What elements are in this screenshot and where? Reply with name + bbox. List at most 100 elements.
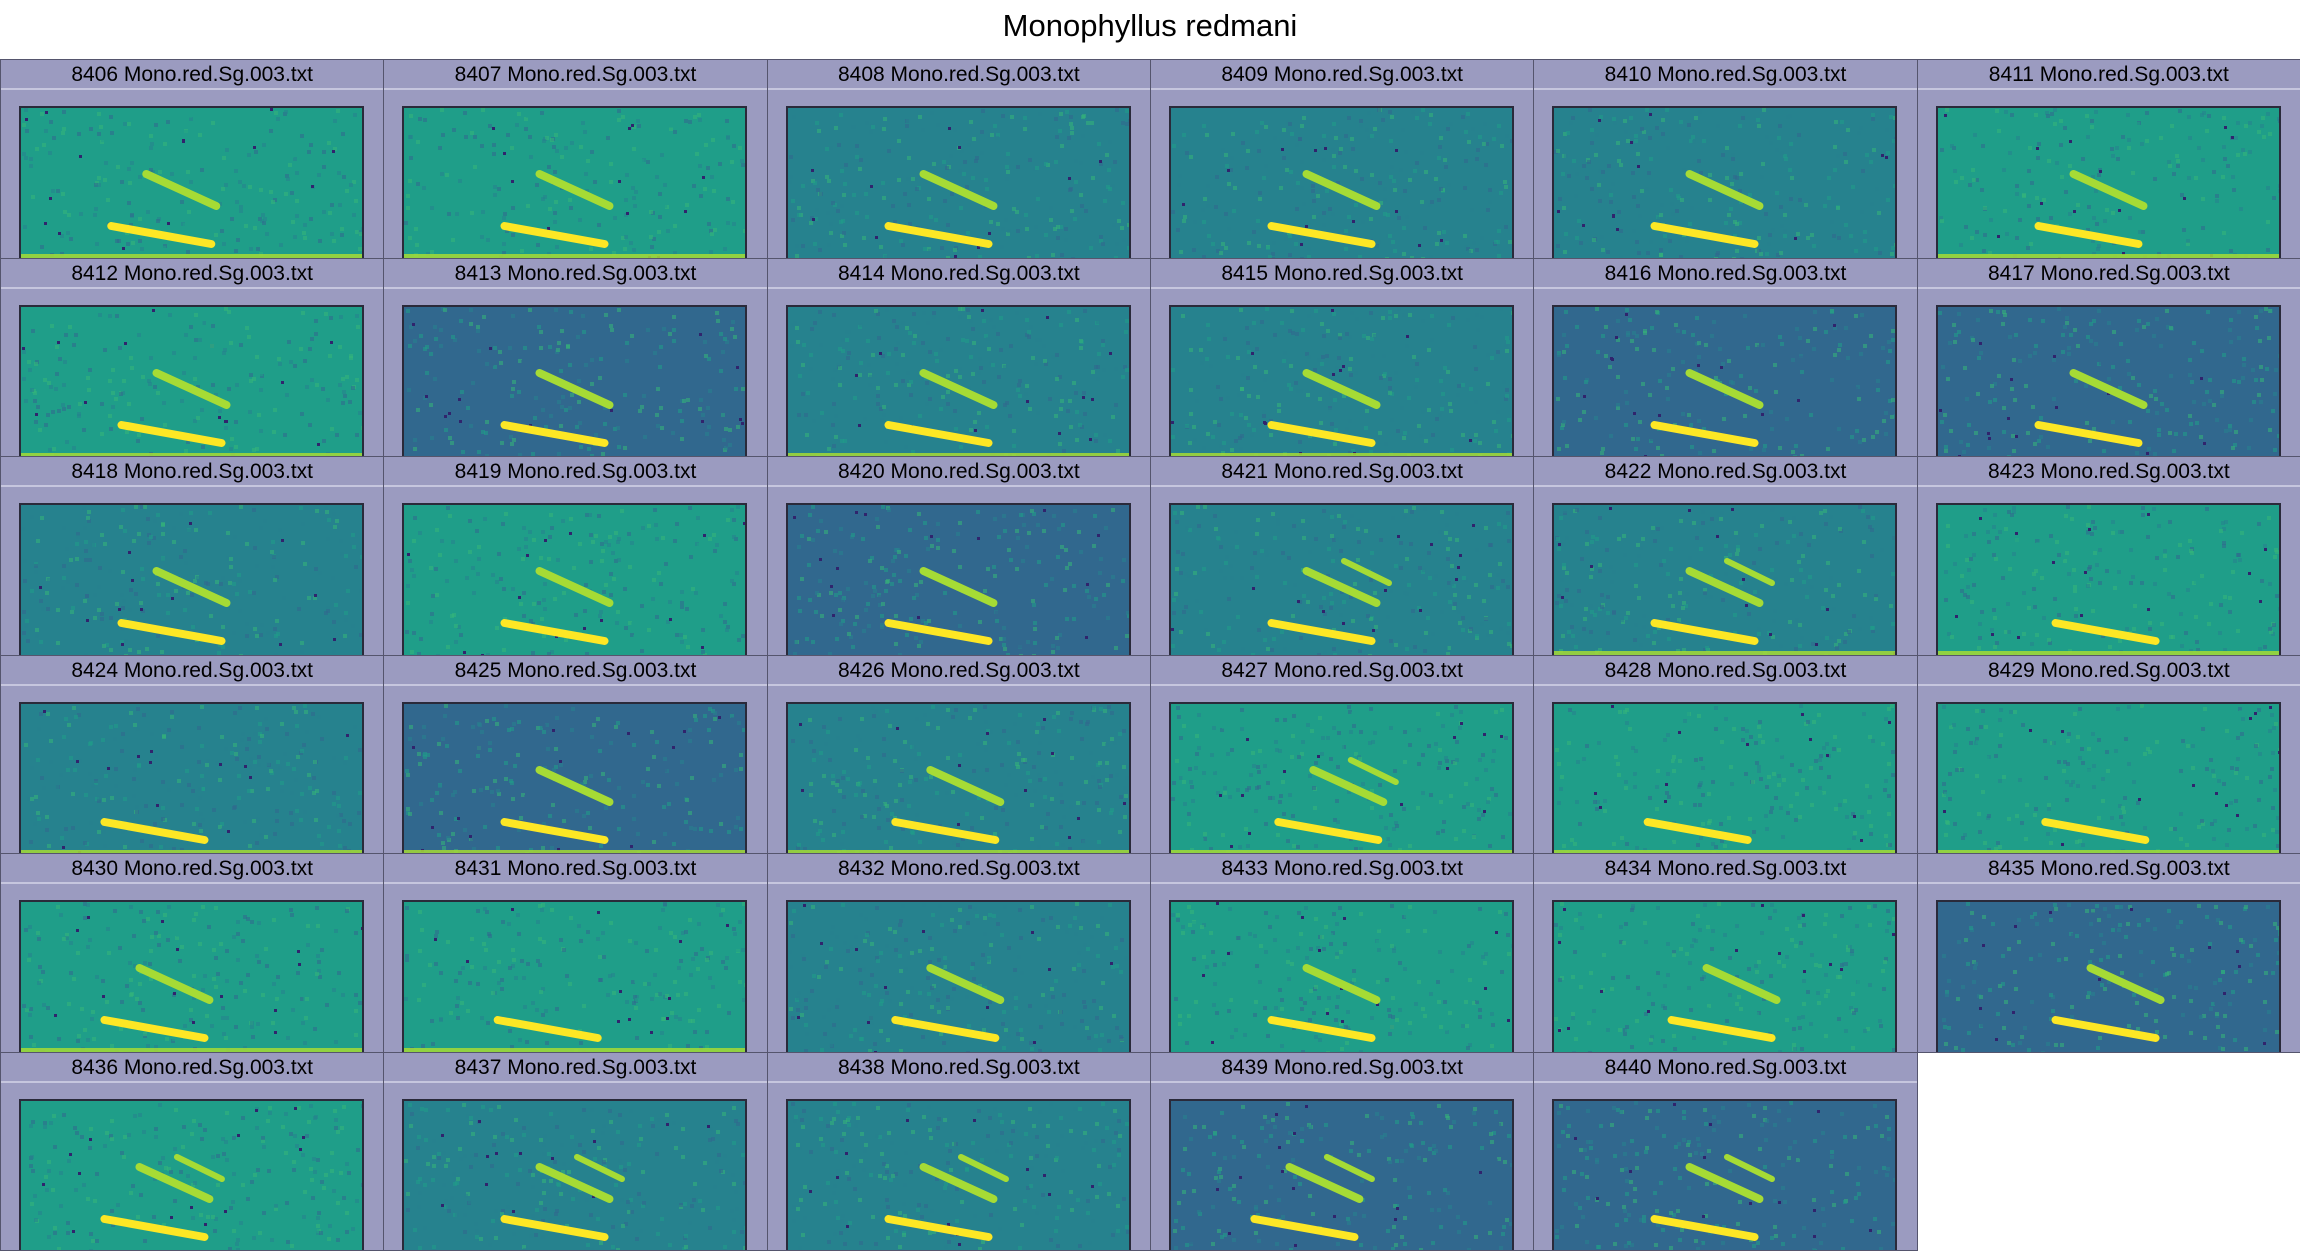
noise-speckle (2069, 140, 2072, 143)
noise-cell (668, 600, 672, 604)
noise-cell (1076, 590, 1080, 594)
noise-cell (272, 555, 276, 559)
noise-cell (2022, 591, 2026, 595)
noise-cell (1505, 394, 1509, 398)
noise-cell (730, 579, 734, 583)
noise-cell (897, 139, 901, 143)
noise-cell (1362, 334, 1366, 338)
noise-cell (800, 534, 804, 538)
noise-cell (1596, 350, 1600, 354)
noise-cell (1733, 613, 1737, 617)
noise-cell (1506, 585, 1510, 589)
noise-cell (1411, 609, 1415, 613)
noise-speckle (2040, 202, 2043, 205)
noise-cell (2126, 113, 2130, 117)
noise-cell (873, 576, 877, 580)
noise-cell (1600, 235, 1604, 239)
noise-cell (1871, 355, 1875, 359)
noise-cell (1028, 575, 1032, 579)
noise-cell (1719, 517, 1723, 521)
noise-cell (708, 537, 712, 541)
noise-cell (1344, 134, 1348, 138)
noise-cell (1181, 314, 1185, 318)
noise-cell (1760, 175, 1764, 179)
noise-cell (809, 221, 813, 225)
noise-speckle (1826, 608, 1829, 611)
noise-cell (886, 579, 890, 583)
noise-cell (1018, 379, 1022, 383)
noise-cell (343, 634, 347, 638)
noise-cell (1938, 395, 1942, 399)
noise-cell (1754, 389, 1758, 393)
noise-cell (1960, 176, 1964, 180)
noise-cell (643, 435, 647, 439)
noise-cell (1940, 148, 1944, 152)
noise-cell (558, 206, 562, 210)
noise-speckle (1455, 578, 1458, 581)
noise-cell (1743, 314, 1747, 318)
noise-speckle (131, 579, 134, 582)
noise-cell (1890, 252, 1894, 256)
panel-label: 8414 Mono.red.Sg.003.txt (768, 261, 1150, 287)
noise-cell (1074, 391, 1078, 395)
noise-cell (1646, 634, 1650, 638)
noise-cell (1060, 144, 1064, 148)
noise-cell (2229, 318, 2233, 322)
noise-cell (589, 317, 593, 321)
noise-cell (1638, 420, 1642, 424)
noise-cell (1739, 374, 1743, 378)
noise-cell (1779, 376, 1783, 380)
noise-cell (143, 505, 147, 509)
noise-cell (1287, 556, 1291, 560)
noise-cell (2046, 445, 2050, 449)
noise-cell (611, 551, 615, 555)
noise-cell (1497, 229, 1501, 233)
noise-cell (797, 413, 801, 417)
noise-cell (858, 167, 862, 171)
noise-cell (1257, 244, 1261, 248)
noise-cell (23, 225, 27, 229)
noise-speckle (2073, 210, 2076, 213)
noise-cell (1059, 323, 1063, 327)
noise-cell (1322, 134, 1326, 138)
noise-cell (1652, 641, 1656, 645)
noise-cell (2266, 220, 2270, 224)
noise-cell (2247, 392, 2251, 396)
noise-cell (1837, 583, 1841, 587)
noise-cell (1120, 618, 1124, 622)
noise-cell (1343, 520, 1347, 524)
noise-cell (2004, 110, 2008, 114)
noise-cell (1957, 312, 1961, 316)
noise-cell (907, 569, 911, 573)
noise-cell (174, 589, 178, 593)
noise-cell (127, 122, 131, 126)
noise-cell (1349, 357, 1353, 361)
noise-cell (1234, 530, 1238, 534)
noise-cell (1829, 386, 1833, 390)
panel-rule (1918, 287, 2300, 289)
noise-cell (564, 146, 568, 150)
noise-cell (995, 531, 999, 535)
noise-cell (1806, 236, 1810, 240)
noise-cell (1252, 428, 1256, 432)
noise-cell (942, 372, 946, 376)
noise-cell (792, 509, 796, 513)
noise-cell (1837, 639, 1841, 643)
noise-cell (1438, 145, 1442, 149)
noise-cell (419, 613, 423, 617)
noise-cell (286, 177, 290, 181)
noise-cell (1665, 386, 1669, 390)
noise-cell (1438, 530, 1442, 534)
noise-cell (1749, 447, 1753, 451)
noise-cell (236, 184, 240, 188)
noise-speckle (1297, 600, 1300, 603)
noise-cell (1230, 156, 1234, 160)
spectrogram-panel: 8413 Mono.red.Sg.003.txt (383, 258, 767, 458)
noise-speckle (79, 155, 82, 158)
noise-cell (834, 414, 838, 418)
noise-cell (417, 135, 421, 139)
noise-cell (75, 557, 79, 561)
noise-speckle (631, 124, 634, 127)
noise-speckle (701, 420, 704, 423)
noise-cell (1565, 536, 1569, 540)
